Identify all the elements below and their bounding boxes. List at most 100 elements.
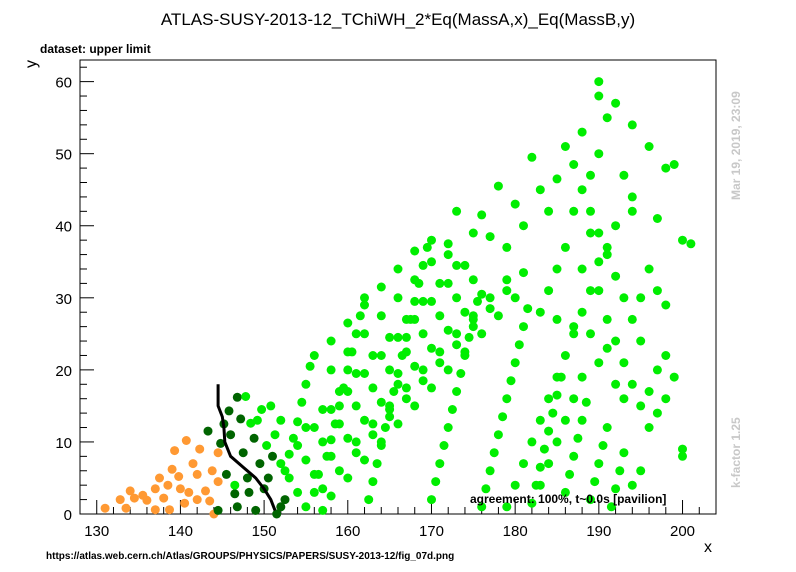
data-point xyxy=(427,296,436,306)
data-point xyxy=(619,358,629,368)
data-point xyxy=(602,113,612,123)
data-point xyxy=(560,487,570,497)
data-point xyxy=(236,414,246,424)
data-point xyxy=(401,394,411,404)
data-point xyxy=(351,401,361,411)
data-point xyxy=(150,484,160,494)
dataset-label: dataset: upper limit xyxy=(40,42,151,56)
data-point xyxy=(569,394,579,404)
data-point xyxy=(460,260,470,270)
data-point xyxy=(343,433,353,443)
data-point xyxy=(230,489,240,499)
data-point xyxy=(224,406,234,416)
data-point xyxy=(192,469,202,479)
data-point xyxy=(213,477,223,487)
data-point xyxy=(305,361,315,371)
data-point xyxy=(318,505,328,515)
data-point xyxy=(678,444,687,454)
data-point xyxy=(351,369,361,378)
data-point xyxy=(170,446,180,456)
data-point xyxy=(385,365,395,375)
data-point xyxy=(318,405,328,414)
data-point xyxy=(443,239,453,249)
data-point xyxy=(452,329,462,339)
data-point xyxy=(636,466,646,476)
data-point xyxy=(284,473,294,483)
y-tick-label: 30 xyxy=(55,291,72,308)
data-point xyxy=(276,459,286,469)
data-point xyxy=(376,282,386,292)
data-point xyxy=(661,394,671,404)
data-point xyxy=(427,235,436,245)
x-axis: 130 140 150 160 170 180 190 200 xyxy=(79,500,717,540)
x-tick-label: 130 xyxy=(84,523,109,540)
data-point xyxy=(661,351,671,360)
data-point xyxy=(565,469,575,479)
data-point xyxy=(418,376,428,386)
data-point xyxy=(678,451,687,461)
x-tick-label: 140 xyxy=(168,523,193,540)
data-point xyxy=(443,423,453,432)
x-tick-label: 190 xyxy=(586,523,611,540)
data-point xyxy=(241,392,251,401)
data-point xyxy=(652,286,662,296)
data-point xyxy=(343,365,353,375)
data-point xyxy=(619,170,629,180)
data-point xyxy=(611,221,621,231)
data-point xyxy=(460,307,470,317)
data-point xyxy=(552,372,562,382)
data-point xyxy=(602,250,612,260)
data-point xyxy=(326,405,336,414)
data-point xyxy=(376,311,386,321)
data-point xyxy=(410,361,420,371)
data-point xyxy=(195,444,205,454)
data-point xyxy=(477,210,487,220)
data-point xyxy=(577,307,587,317)
data-point xyxy=(380,423,390,432)
data-point xyxy=(443,365,453,375)
data-point xyxy=(360,293,369,303)
data-point xyxy=(569,206,579,216)
data-point xyxy=(577,185,587,195)
data-point xyxy=(527,498,537,508)
data-point xyxy=(506,376,516,386)
data-point xyxy=(485,466,495,476)
data-point xyxy=(418,260,428,270)
data-point xyxy=(619,293,629,303)
data-point xyxy=(498,412,508,422)
data-point xyxy=(669,372,679,382)
data-point xyxy=(523,304,533,314)
data-point xyxy=(586,286,595,296)
data-point xyxy=(560,351,570,360)
data-point xyxy=(548,408,558,418)
data-point xyxy=(569,322,579,332)
data-point xyxy=(544,206,554,216)
data-point xyxy=(443,325,453,335)
data-point xyxy=(452,340,462,350)
data-point xyxy=(468,311,478,321)
data-point xyxy=(552,264,562,274)
data-point xyxy=(598,441,608,450)
data-point xyxy=(280,495,290,505)
data-point xyxy=(535,462,545,472)
data-point xyxy=(519,322,528,332)
data-point xyxy=(221,469,231,479)
data-point xyxy=(581,397,591,407)
data-point xyxy=(477,329,487,339)
data-point xyxy=(309,423,319,432)
data-point xyxy=(301,455,311,465)
data-point xyxy=(276,415,286,425)
agreement-label: agreement: 100%, t~0.0s [pavilion] xyxy=(470,492,666,506)
data-point xyxy=(326,336,336,346)
data-point xyxy=(268,451,277,461)
data-point xyxy=(602,343,612,353)
data-point xyxy=(569,451,579,461)
data-point xyxy=(410,296,420,306)
data-point xyxy=(309,351,319,360)
data-point xyxy=(326,435,336,445)
data-point xyxy=(661,300,671,310)
data-point xyxy=(318,437,328,447)
data-point xyxy=(142,495,152,505)
data-point xyxy=(401,383,411,393)
data-point xyxy=(485,232,495,242)
